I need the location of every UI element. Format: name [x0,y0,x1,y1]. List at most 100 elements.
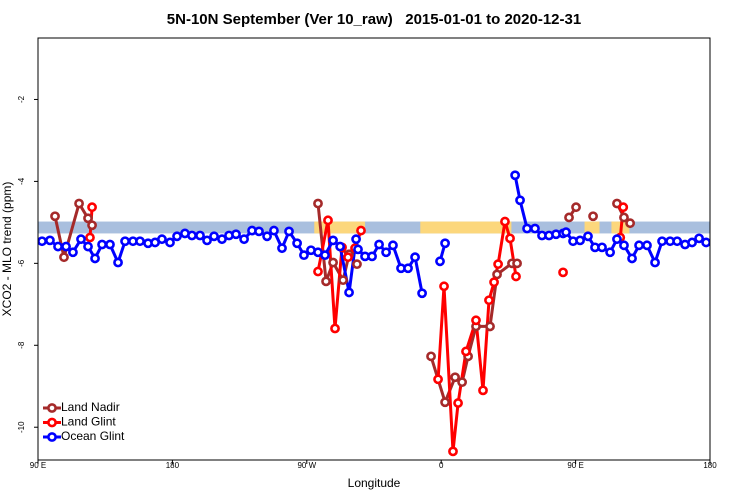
data-point [485,321,495,332]
series-line [41,175,707,294]
data-point [417,288,427,299]
data-point [505,233,515,244]
data-point [356,225,366,236]
data-point [625,218,636,229]
data-point [484,295,494,306]
data-point [388,240,398,251]
legend-marker [47,432,57,442]
data-point [83,213,93,224]
x-tick-label: 180 [703,461,717,470]
data-point [440,397,450,408]
data-point [558,267,568,278]
data-point [367,251,377,262]
data-point [113,257,123,268]
data-point [335,241,346,252]
y-tick-label: -10 [17,421,26,433]
data-point [374,239,384,250]
data-point [202,235,212,246]
chart-title: 5N-10N September (Ver 10_raw) 2015-01-01… [167,11,581,28]
data-point [672,236,683,247]
data-point [313,266,323,277]
legend-label: Land Glint [61,415,116,429]
data-point [120,236,130,247]
data-point [381,247,391,258]
y-tick-label: -8 [17,341,26,349]
data-point [68,247,78,258]
data-point [564,212,574,223]
legend-marker [47,417,57,428]
data-point [59,252,69,263]
data-point [612,234,622,245]
data-point [597,242,607,253]
data-point [269,225,279,236]
ocean-band [38,221,710,234]
data-point [605,247,615,258]
data-point [328,257,338,268]
data-point [627,253,637,264]
data-point [701,237,710,248]
data-point [61,241,71,252]
data-point [135,236,145,247]
data-point [284,226,294,237]
legend-marker [47,403,57,413]
data-point [321,276,331,287]
x-tick-label: 90 E [30,461,46,470]
y-tick-label: -4 [17,177,26,185]
data-point [254,226,264,237]
y-tick-label: -6 [17,259,26,267]
data-point [619,212,629,223]
data-point [172,231,182,242]
data-point [410,252,420,263]
data-point [515,195,525,206]
data-point [50,211,60,222]
data-point [344,287,354,298]
data-point [657,236,667,247]
plot-area [38,170,710,457]
data-point [694,233,704,244]
data-point [353,244,363,255]
x-tick-label: 180 [166,461,180,470]
data-point [433,374,443,385]
data-point [650,257,660,268]
data-point [38,236,47,247]
data-point [588,211,598,222]
data-point [435,256,445,267]
data-point [239,234,249,245]
data-point [157,234,167,245]
data-point [209,231,219,242]
data-point [687,237,697,248]
data-point [618,202,629,213]
data-point [262,231,272,242]
data-point [510,170,521,181]
data-point [105,239,115,250]
data-point [561,227,571,238]
data-point [277,243,287,254]
data-point [217,234,227,245]
x-tick-label: 0 [439,461,444,470]
data-point [642,240,652,251]
data-point [320,250,330,261]
data-point [619,240,629,251]
data-point [83,241,93,252]
data-point [500,216,510,227]
data-point [74,198,84,209]
data-point [299,250,309,261]
data-point [403,263,413,274]
data-point [53,241,63,252]
y-axis-label: XCO2 - MLO trend (ppm) [0,182,14,317]
land-band [584,221,600,234]
land-band [420,221,512,234]
data-point [571,202,581,213]
y-tick-label: -2 [17,95,26,103]
data-point [489,277,499,288]
data-point [512,258,522,269]
x-tick-label: 90 W [297,461,316,470]
data-point [338,275,348,286]
data-point [313,198,323,209]
data-point [530,223,540,234]
data-point [461,346,471,357]
data-point [187,230,197,241]
plot-frame [37,37,711,461]
data-point [493,259,503,270]
